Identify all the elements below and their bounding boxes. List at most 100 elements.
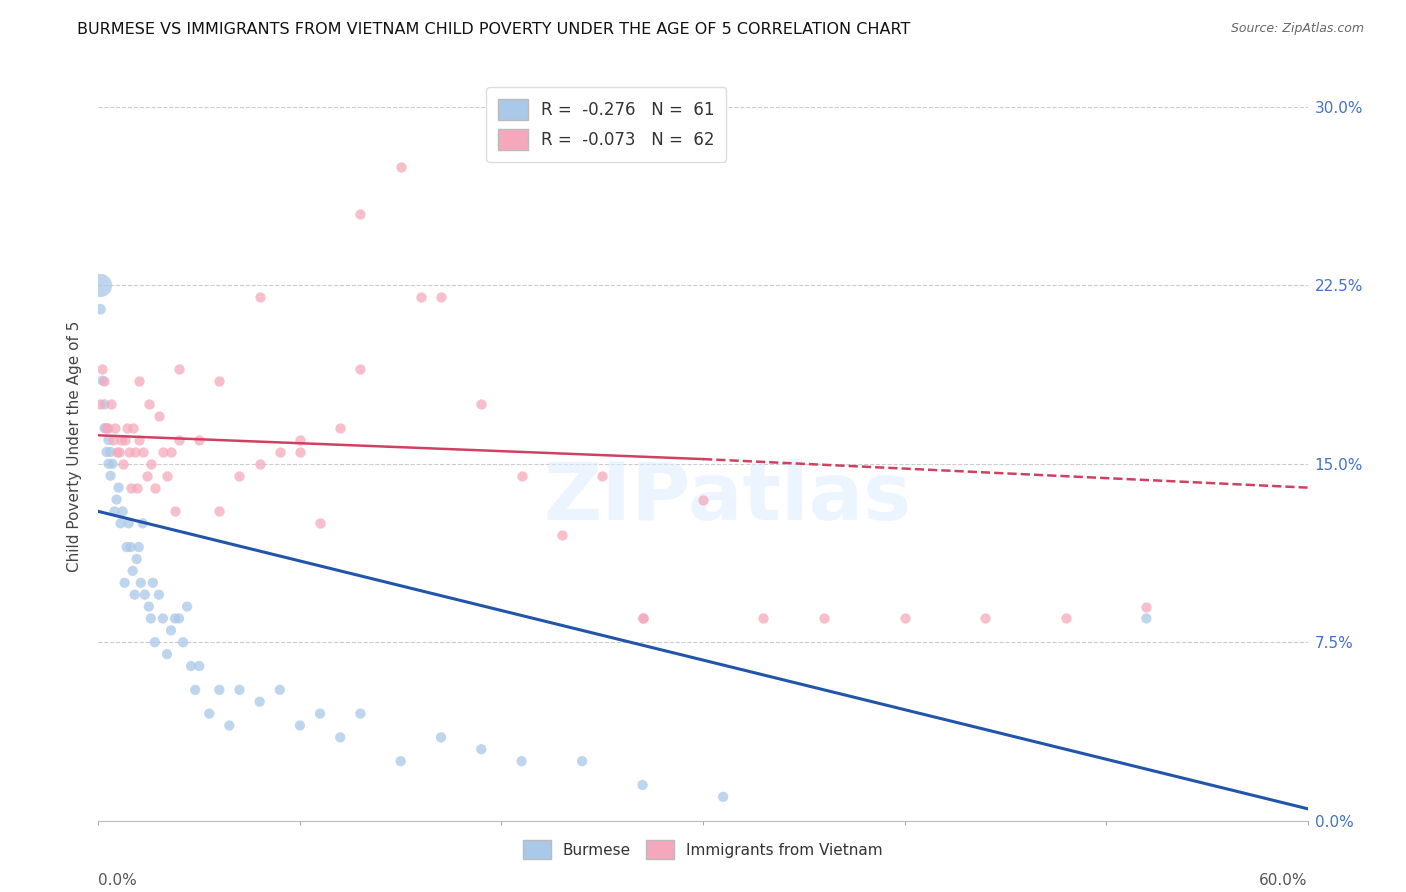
Point — [198, 706, 221, 721]
Point — [269, 682, 291, 697]
Point — [132, 516, 155, 531]
Point — [118, 516, 141, 531]
Point — [160, 445, 183, 459]
Point — [176, 599, 198, 614]
Point — [269, 445, 291, 459]
Point — [180, 659, 202, 673]
Point — [128, 433, 150, 447]
Point — [551, 528, 574, 542]
Point — [96, 421, 118, 435]
Point — [128, 540, 150, 554]
Point — [139, 457, 162, 471]
Point — [309, 516, 332, 531]
Point — [134, 588, 156, 602]
Point — [711, 789, 734, 804]
Point — [91, 374, 114, 388]
Point — [228, 468, 250, 483]
Point — [100, 468, 122, 483]
Legend: Burmese, Immigrants from Vietnam: Burmese, Immigrants from Vietnam — [517, 834, 889, 865]
Point — [167, 611, 190, 625]
Point — [89, 278, 111, 293]
Point — [160, 624, 183, 638]
Point — [121, 421, 143, 435]
Point — [228, 682, 250, 697]
Point — [132, 445, 155, 459]
Point — [288, 433, 311, 447]
Point — [163, 504, 186, 518]
Point — [430, 731, 453, 745]
Point — [208, 682, 231, 697]
Point — [692, 492, 714, 507]
Point — [1135, 599, 1157, 614]
Point — [97, 457, 120, 471]
Point — [510, 754, 533, 768]
Point — [249, 695, 271, 709]
Text: Source: ZipAtlas.com: Source: ZipAtlas.com — [1230, 22, 1364, 36]
Point — [156, 647, 179, 661]
Point — [111, 457, 134, 471]
Point — [107, 481, 129, 495]
Point — [105, 445, 128, 459]
Point — [349, 361, 371, 376]
Point — [124, 445, 146, 459]
Point — [208, 504, 231, 518]
Point — [470, 742, 492, 756]
Point — [105, 492, 128, 507]
Point — [167, 433, 190, 447]
Point — [188, 433, 211, 447]
Point — [571, 754, 593, 768]
Point — [172, 635, 194, 649]
Point — [138, 599, 160, 614]
Point — [97, 433, 120, 447]
Point — [510, 468, 533, 483]
Point — [121, 564, 143, 578]
Point — [1054, 611, 1077, 625]
Point — [389, 160, 412, 174]
Point — [329, 421, 352, 435]
Point — [184, 682, 207, 697]
Point — [89, 397, 111, 411]
Text: ZIPatlas: ZIPatlas — [543, 459, 911, 538]
Point — [349, 207, 371, 221]
Point — [152, 611, 174, 625]
Point — [813, 611, 835, 625]
Y-axis label: Child Poverty Under the Age of 5: Child Poverty Under the Age of 5 — [67, 320, 83, 572]
Point — [129, 575, 152, 590]
Point — [115, 421, 138, 435]
Point — [125, 552, 148, 566]
Point — [893, 611, 915, 625]
Point — [135, 468, 157, 483]
Point — [96, 445, 118, 459]
Point — [148, 588, 170, 602]
Point — [1135, 611, 1157, 625]
Point — [107, 445, 129, 459]
Point — [101, 457, 124, 471]
Text: 0.0%: 0.0% — [98, 873, 138, 888]
Point — [114, 433, 136, 447]
Point — [101, 433, 124, 447]
Point — [118, 445, 141, 459]
Point — [138, 397, 160, 411]
Point — [148, 409, 170, 424]
Point — [329, 731, 352, 745]
Point — [111, 504, 134, 518]
Point — [142, 575, 165, 590]
Point — [128, 374, 150, 388]
Point — [249, 457, 271, 471]
Point — [110, 516, 132, 531]
Point — [100, 397, 122, 411]
Point — [288, 718, 311, 732]
Point — [631, 611, 654, 625]
Point — [631, 778, 654, 792]
Point — [103, 421, 125, 435]
Point — [96, 421, 118, 435]
Point — [93, 374, 115, 388]
Point — [218, 718, 240, 732]
Point — [470, 397, 492, 411]
Point — [103, 504, 125, 518]
Point — [143, 481, 166, 495]
Point — [249, 290, 271, 304]
Point — [167, 361, 190, 376]
Point — [631, 611, 654, 625]
Point — [139, 611, 162, 625]
